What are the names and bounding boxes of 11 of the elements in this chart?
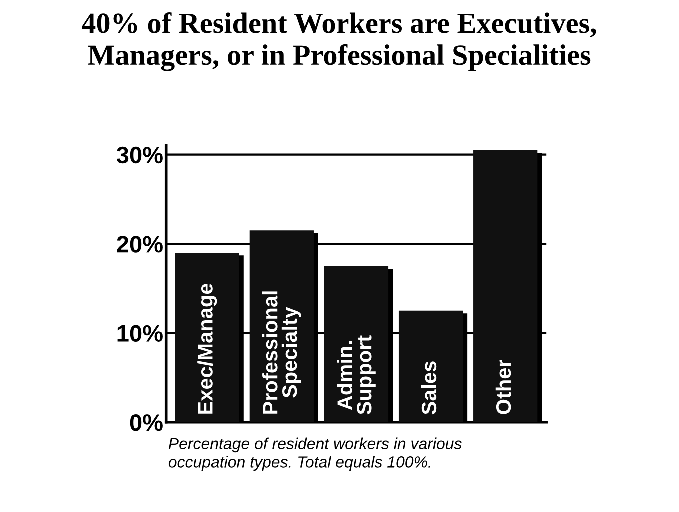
x-tick-label: Other <box>496 360 512 414</box>
x-tick-label: Professional Specialty <box>262 292 302 414</box>
y-tick-label: 10% <box>118 325 163 342</box>
x-tick-label: Admin. Support <box>337 336 376 415</box>
x-tick-label: Exec/Manage <box>198 284 218 414</box>
y-tick-label: 0% <box>130 414 163 432</box>
x-tick-label: Sales <box>421 362 437 415</box>
y-tick-label: 30% <box>116 146 163 164</box>
text: Percentage of resident workers in various occupation types. Total equals 100%. <box>168 438 462 472</box>
y-tick-label: 20% <box>117 236 163 253</box>
chart-title: 40% of Resident Workers are Executives, Managers, or in Professional Specialities <box>82 12 596 72</box>
